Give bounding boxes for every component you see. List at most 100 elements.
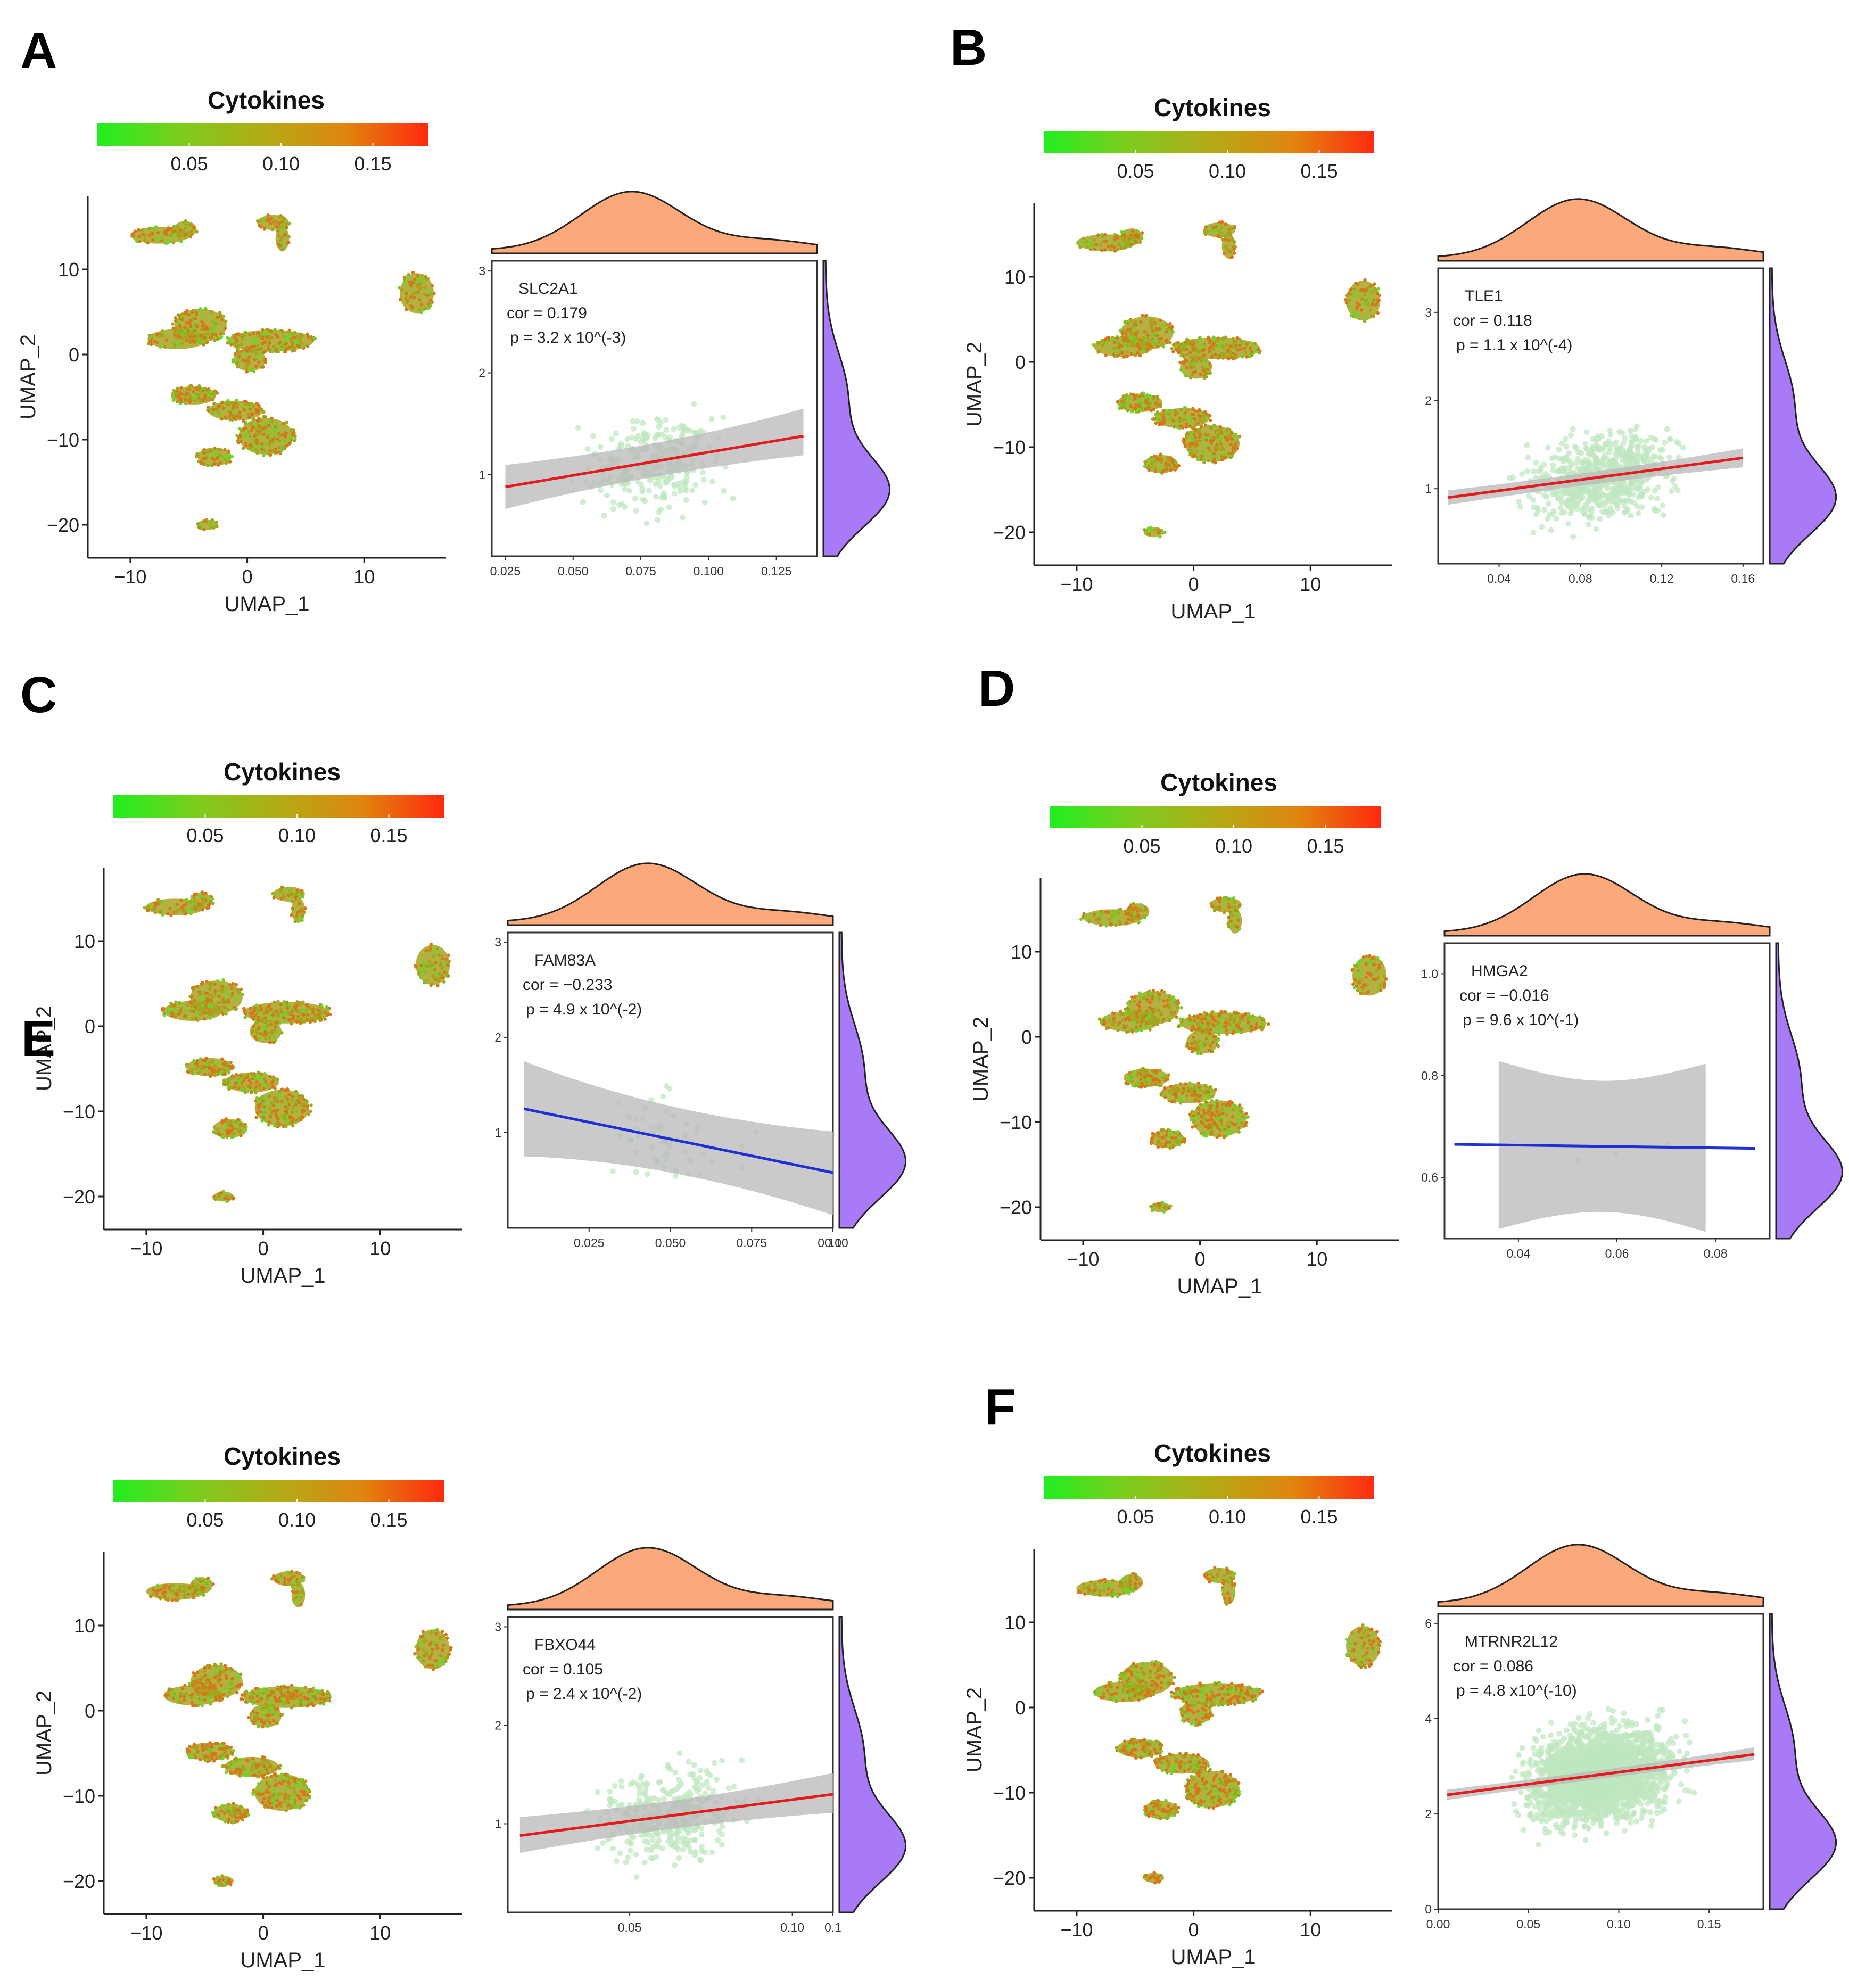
umap-cell (210, 518, 214, 522)
umap-cell (135, 238, 139, 243)
umap-cell (1382, 974, 1386, 978)
data-point (1636, 483, 1642, 490)
umap-cell (214, 522, 218, 525)
umap-cell (278, 1090, 282, 1094)
umap-cell (433, 968, 437, 972)
umap-cell (303, 906, 307, 910)
umap-cell (1179, 408, 1183, 412)
data-point (1622, 435, 1628, 441)
umap-cell (256, 1073, 260, 1077)
umap-cell (328, 1012, 332, 1017)
umap-cell (1220, 435, 1224, 439)
umap-cell (1217, 1021, 1221, 1025)
umap-cell (1347, 299, 1351, 302)
umap-cell (435, 952, 439, 956)
umap-cell (1202, 1011, 1207, 1015)
umap-cell (1202, 358, 1206, 362)
umap-cell (1152, 1022, 1155, 1026)
umap-cell (202, 995, 205, 999)
umap-cell (1138, 241, 1142, 244)
data-point (1605, 512, 1612, 518)
umap-cell (1235, 925, 1239, 929)
umap-cell (165, 232, 169, 236)
data-point (1654, 496, 1661, 502)
data-point (1596, 435, 1603, 442)
umap-cell (1196, 339, 1201, 343)
umap-cell (151, 228, 155, 232)
umap-cell (1136, 1003, 1140, 1007)
data-point (1575, 449, 1581, 455)
umap-cell (1197, 356, 1201, 360)
umap-cell (432, 948, 436, 952)
umap-cell (286, 329, 291, 334)
data-point (624, 436, 631, 442)
umap-cell (263, 340, 267, 344)
scatter-x-tick-label: 0.075 (625, 564, 656, 578)
data-point (646, 488, 652, 494)
umap-cell (137, 239, 142, 243)
data-point (616, 502, 622, 508)
umap-cell (1162, 999, 1166, 1003)
data-point (640, 420, 646, 426)
umap-cell (1151, 988, 1155, 993)
umap-cell (275, 1105, 279, 1109)
umap-cell (1244, 355, 1249, 359)
umap-cell (262, 432, 266, 436)
umap-cell (1122, 1026, 1126, 1030)
umap-cell (1190, 451, 1194, 455)
umap-cell (218, 455, 222, 459)
scatter-x-tick-label: 0.08 (1569, 572, 1592, 585)
umap-cell (259, 1072, 263, 1076)
umap-cell (1115, 345, 1118, 350)
umap-cell (265, 335, 269, 339)
umap-cell (194, 455, 199, 459)
umap-cell (283, 435, 287, 439)
umap-cell (1228, 344, 1232, 348)
umap-cell (1184, 374, 1187, 377)
umap-cell (1202, 353, 1206, 357)
umap-cell (273, 1000, 276, 1004)
umap-cell (261, 1115, 266, 1119)
umap-cell (218, 1198, 222, 1201)
umap-cell (1190, 1028, 1194, 1032)
umap-cell (212, 454, 216, 458)
umap-cell (434, 972, 439, 976)
umap-cell (255, 1080, 259, 1084)
umap-cell (180, 906, 184, 910)
umap-cell (1231, 454, 1234, 458)
umap-cell (298, 336, 302, 340)
umap-cell (1203, 410, 1208, 414)
umap-cell (1117, 919, 1121, 923)
umap-cell (1207, 337, 1210, 341)
umap-cell (259, 1008, 263, 1011)
umap-cell (282, 1000, 286, 1004)
umap-cell (202, 1011, 207, 1014)
umap-cell (232, 358, 236, 361)
umap-cell (1203, 414, 1208, 417)
umap-cell (234, 996, 238, 1000)
umap-cell (1248, 346, 1252, 350)
umap-cell (1108, 1019, 1111, 1023)
umap-cell (1206, 230, 1209, 234)
umap-cell (217, 994, 221, 999)
umap-cell (1191, 407, 1195, 410)
umap-cell (1349, 288, 1353, 292)
umap-cell (1227, 902, 1231, 906)
umap-cell (191, 986, 194, 990)
umap-cell (1228, 428, 1232, 432)
umap-cell (200, 314, 203, 318)
umap-cell (313, 1013, 318, 1017)
umap-cell (283, 1003, 287, 1007)
umap-cell (1190, 436, 1193, 440)
umap-cell (192, 226, 195, 229)
umap-cell (1096, 233, 1100, 237)
data-point (1625, 497, 1632, 503)
umap-cell (248, 407, 252, 411)
umap-cell (1200, 454, 1204, 458)
data-point (681, 425, 687, 432)
umap-cell (1132, 327, 1136, 331)
umap-cell (1371, 956, 1374, 961)
umap-cell (268, 335, 271, 339)
umap-cell (191, 398, 195, 401)
umap-cell (1192, 442, 1196, 446)
